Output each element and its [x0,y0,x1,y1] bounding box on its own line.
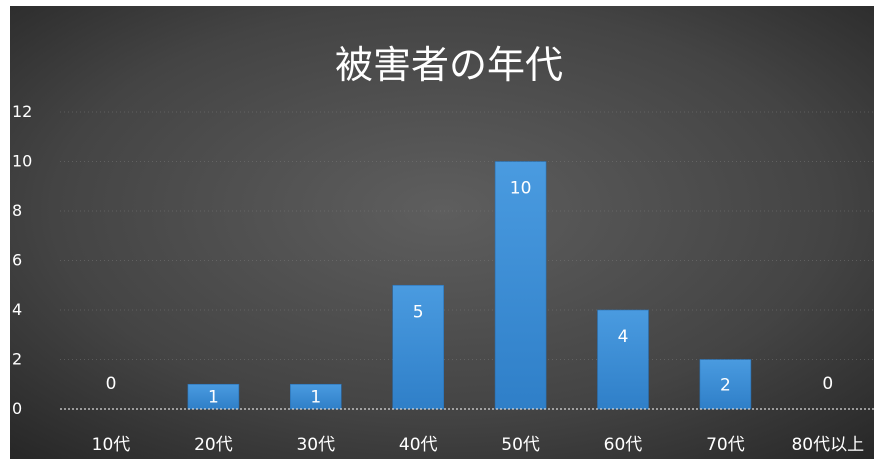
x-tick-label: 30代 [296,435,335,455]
bar [289,383,342,410]
x-tick-label: 50代 [501,435,540,455]
y-tick-label: 0 [12,399,22,418]
x-tick-label: 60代 [604,435,643,455]
x-tick-label: 40代 [399,435,438,455]
bar-chart: 被害者の年代 0 2 4 6 8 10 12 0 1 1 5 10 4 2 0 10代 20代 30代 40代 5… [10,6,874,459]
data-label: 0 [106,374,117,394]
data-label: 1 [310,388,321,408]
y-tick-label: 6 [12,251,22,270]
bar [699,359,752,410]
data-label: 0 [822,374,833,394]
chart-frame: 被害者の年代 0 2 4 6 8 10 12 0 1 1 5 10 4 2 0 10代 20代 30代 40代 5… [10,6,874,459]
y-axis-ticks: 0 2 4 6 8 10 12 [12,102,32,418]
data-label: 2 [720,375,731,395]
y-tick-label: 10 [12,152,32,171]
bar [392,284,445,410]
chart-title: 被害者の年代 [335,43,563,87]
data-labels: 0 1 1 5 10 4 2 0 [106,179,834,408]
x-tick-label: 20代 [194,435,233,455]
bar [597,309,649,410]
x-tick-label: 80代以上 [791,435,864,455]
bars [187,161,752,410]
bar [187,383,240,410]
y-tick-label: 12 [12,102,32,121]
data-label: 4 [618,327,629,347]
x-tick-label: 10代 [92,435,131,455]
data-label: 1 [208,388,219,408]
bar [494,161,547,410]
y-tick-label: 2 [12,350,22,369]
y-tick-label: 8 [12,201,22,220]
x-axis-ticks: 10代 20代 30代 40代 50代 60代 70代 80代以上 [92,435,864,455]
data-label: 10 [510,179,532,199]
y-tick-label: 4 [12,300,22,319]
x-tick-label: 70代 [706,435,745,455]
data-label: 5 [413,302,424,322]
